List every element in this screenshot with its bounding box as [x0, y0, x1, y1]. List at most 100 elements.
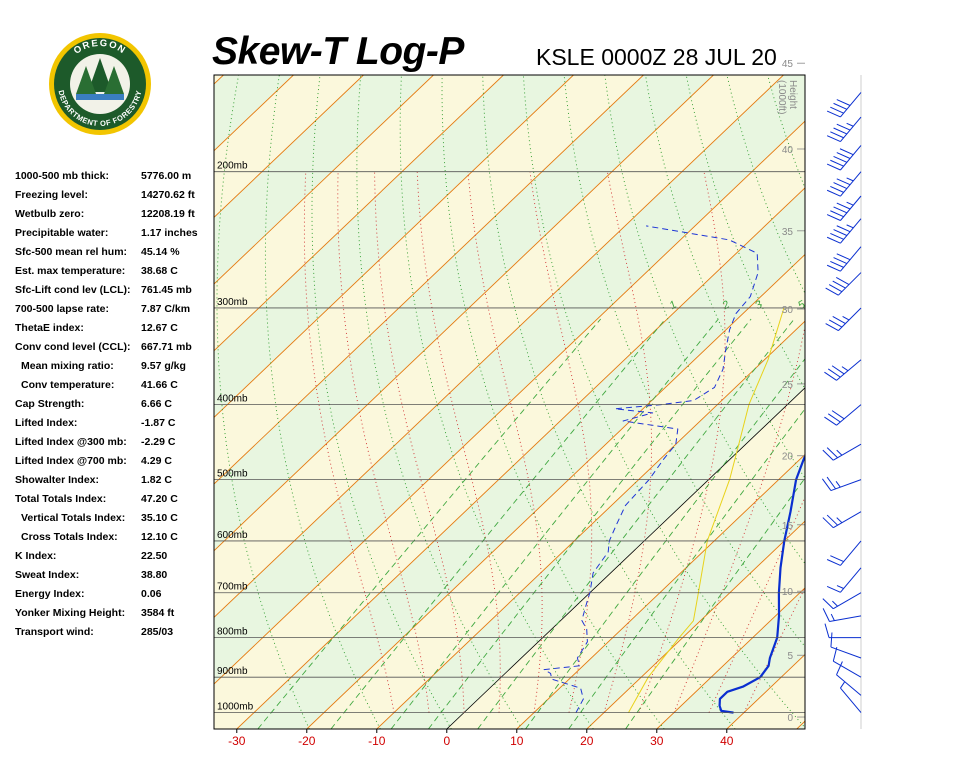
index-label: Est. max temperature: [15, 265, 126, 277]
x-tick-label: -10 [368, 734, 386, 748]
isotherm-line [214, 75, 714, 552]
wind-barb [826, 171, 862, 197]
index-value: 9.57 g/kg [141, 360, 186, 372]
pressure-label: 900mb [217, 666, 248, 677]
index-value: 3584 ft [141, 607, 175, 619]
wind-barb [824, 404, 862, 426]
mixing-ratio-line [257, 318, 602, 729]
wind-barb [826, 567, 862, 593]
wind-barbs [821, 92, 862, 713]
x-tick-label: -20 [298, 734, 316, 748]
index-value: 7.87 C/km [141, 303, 191, 315]
index-value: 47.20 C [141, 493, 178, 505]
dry-adiabat [849, 75, 960, 729]
height-tick-label: 5 [787, 651, 793, 662]
isotherm-line [214, 75, 434, 285]
x-tick-label: 30 [650, 734, 664, 748]
index-label: Sweat Index: [15, 569, 80, 581]
wind-barb [826, 195, 862, 221]
isotherm-line [214, 75, 644, 485]
index-label: Lifted Index: [15, 417, 78, 429]
wind-barb [826, 218, 862, 244]
pressure-label: 400mb [217, 394, 248, 405]
index-value: 0.06 [141, 588, 162, 600]
height-tick-label: 40 [782, 145, 794, 156]
wind-barb [830, 632, 862, 659]
height-tick-label: 0 [787, 713, 793, 724]
wind-barb [825, 272, 862, 296]
mixing-ratio-line [625, 477, 805, 729]
index-label: 1000-500 mb thick: [15, 170, 109, 182]
background-band [214, 75, 224, 85]
index-label: Cap Strength: [15, 398, 85, 410]
wind-barb [824, 359, 862, 381]
index-label: ThetaE index: [15, 322, 84, 334]
index-value: 12.10 C [141, 531, 178, 543]
dry-adiabat [808, 75, 960, 729]
index-value: 1.82 C [141, 474, 172, 486]
height-axis-label: (1000ft) [776, 80, 787, 114]
index-label: Vertical Totals Index: [21, 512, 126, 524]
index-label: 700-500 lapse rate: [15, 303, 109, 315]
index-label: Sfc-500 mean rel hum: [15, 246, 128, 258]
index-value: 35.10 C [141, 512, 178, 524]
index-value: 38.68 C [141, 265, 178, 277]
height-axis-label: Height [787, 80, 798, 109]
isotherm-line [214, 75, 504, 352]
height-tick-label: 10 [782, 587, 794, 598]
oregon-department-of-forestry-logo: OREGON DEPARTMENT OF FORESTRY [49, 33, 151, 135]
pressure-label: 700mb [217, 582, 248, 593]
index-value: -2.29 C [141, 436, 176, 448]
index-label: Conv cond level (CCL): [15, 341, 131, 353]
wind-barb [822, 592, 862, 610]
isotherm-line [376, 320, 805, 729]
wind-barb [822, 443, 862, 461]
isotherm-line [306, 253, 805, 729]
x-tick-label: 10 [510, 734, 524, 748]
height-tick-label: 45 [782, 59, 794, 70]
index-value: 4.29 C [141, 455, 172, 467]
wind-barb [822, 511, 862, 529]
moist-adiabat [374, 171, 465, 713]
background-band [867, 75, 960, 729]
pressure-label: 500mb [217, 469, 248, 480]
index-label: Transport wind: [15, 626, 94, 638]
x-tick-label: 0 [443, 734, 450, 748]
mixing-ratio-line [525, 358, 805, 729]
index-value: 41.66 C [141, 379, 178, 391]
background-band [796, 721, 805, 729]
tree-icon [76, 58, 124, 100]
index-value: -1.87 C [141, 417, 176, 429]
index-label: Showalter Index: [15, 474, 100, 486]
isotherm-line [214, 75, 784, 618]
dry-adiabat [890, 75, 960, 729]
zero-isotherm [446, 387, 805, 729]
plot-frame [213, 74, 806, 730]
background-band [214, 121, 805, 729]
index-value: 5776.00 m [141, 170, 192, 182]
index-value: 6.66 C [141, 398, 172, 410]
pressure-label: 1000mb [217, 702, 254, 713]
index-label: Conv temperature: [21, 379, 115, 391]
index-value: 45.14 % [141, 246, 180, 258]
height-tick-label: 15 [782, 521, 794, 532]
index-label: Precipitable water: [15, 227, 109, 239]
temperature-trace [718, 453, 805, 714]
isotherm-line [796, 720, 805, 729]
mixing-ratio-label: 1 [667, 299, 678, 312]
wind-barb [836, 661, 862, 696]
station-and-time: KSLE 0000Z 28 JUL 20 [536, 44, 777, 70]
mixing-ratio-label: 5 [796, 298, 808, 312]
mixing-ratio-line [428, 318, 752, 729]
moist-adiabat [337, 171, 430, 713]
isotherm-line [0, 75, 153, 729]
isotherm-line [236, 187, 805, 729]
wind-barb [826, 145, 862, 171]
isotherm-line [214, 75, 224, 85]
pressure-label: 800mb [217, 627, 248, 638]
dry-adiabat [930, 75, 960, 729]
index-label: Lifted Index @300 mb: [15, 436, 127, 448]
height-tick-label: 25 [782, 380, 794, 391]
wind-barb [840, 681, 862, 713]
